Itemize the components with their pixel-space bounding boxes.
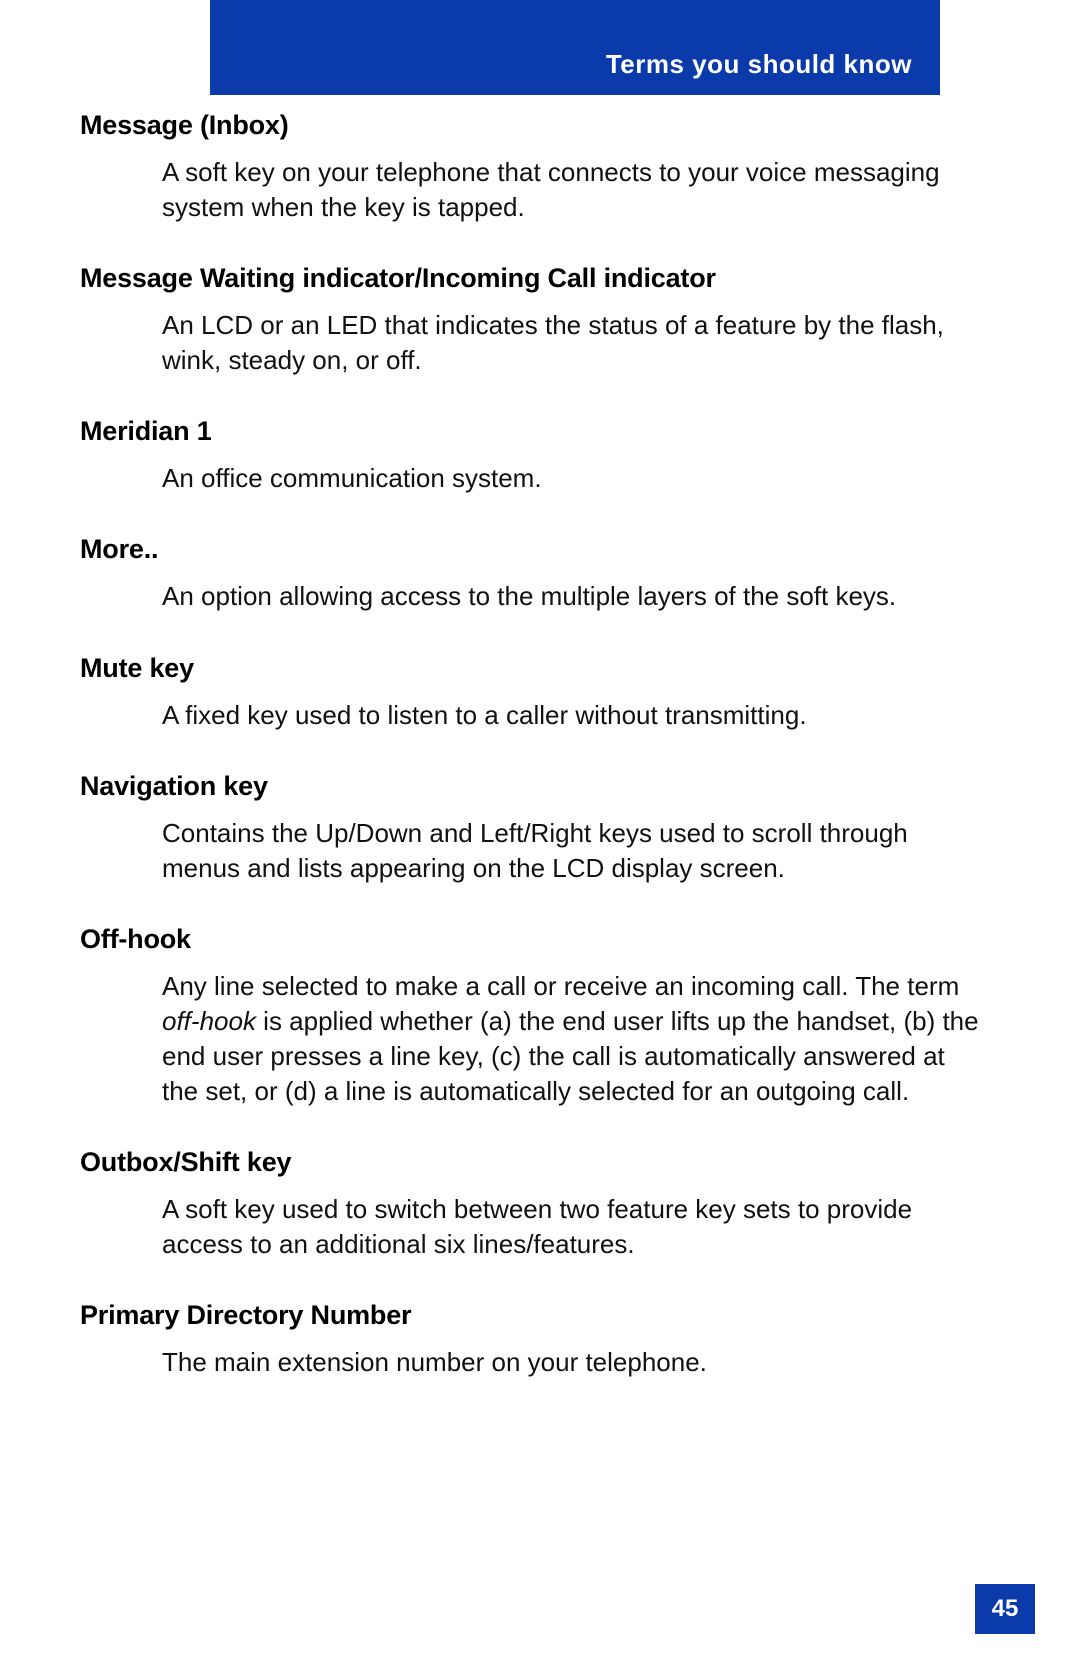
term-definition: A fixed key used to listen to a caller w… bbox=[162, 698, 980, 733]
header-title: Terms you should know bbox=[606, 49, 912, 80]
term-definition: The main extension number on your teleph… bbox=[162, 1345, 980, 1380]
glossary-entry: Navigation key Contains the Up/Down and … bbox=[80, 771, 980, 886]
glossary-entry: Message (Inbox) A soft key on your telep… bbox=[80, 110, 980, 225]
term-heading: Message (Inbox) bbox=[80, 110, 980, 141]
term-heading: Meridian 1 bbox=[80, 416, 980, 447]
term-heading: Navigation key bbox=[80, 771, 980, 802]
term-heading: Mute key bbox=[80, 653, 980, 684]
glossary-entry: Mute key A fixed key used to listen to a… bbox=[80, 653, 980, 733]
term-heading: Message Waiting indicator/Incoming Call … bbox=[80, 263, 980, 294]
glossary-entry: Primary Directory Number The main extens… bbox=[80, 1300, 980, 1380]
term-heading: More.. bbox=[80, 534, 980, 565]
glossary-entry: Outbox/Shift key A soft key used to swit… bbox=[80, 1147, 980, 1262]
term-definition: An LCD or an LED that indicates the stat… bbox=[162, 308, 980, 378]
glossary-entry: Off-hook Any line selected to make a cal… bbox=[80, 924, 980, 1109]
glossary-entry: Meridian 1 An office communication syste… bbox=[80, 416, 980, 496]
term-definition: A soft key on your telephone that connec… bbox=[162, 155, 980, 225]
glossary-entry: More.. An option allowing access to the … bbox=[80, 534, 980, 614]
header-band: Terms you should know bbox=[210, 0, 940, 95]
term-definition: Contains the Up/Down and Left/Right keys… bbox=[162, 816, 980, 886]
page-number: 45 bbox=[975, 1584, 1035, 1634]
term-heading: Off-hook bbox=[80, 924, 980, 955]
term-definition: A soft key used to switch between two fe… bbox=[162, 1192, 980, 1262]
content-area: Message (Inbox) A soft key on your telep… bbox=[80, 110, 980, 1419]
term-definition: Any line selected to make a call or rece… bbox=[162, 969, 980, 1109]
term-heading: Outbox/Shift key bbox=[80, 1147, 980, 1178]
glossary-entry: Message Waiting indicator/Incoming Call … bbox=[80, 263, 980, 378]
term-definition: An office communication system. bbox=[162, 461, 980, 496]
page-number-text: 45 bbox=[992, 1595, 1019, 1623]
term-definition: An option allowing access to the multipl… bbox=[162, 579, 980, 614]
term-heading: Primary Directory Number bbox=[80, 1300, 980, 1331]
